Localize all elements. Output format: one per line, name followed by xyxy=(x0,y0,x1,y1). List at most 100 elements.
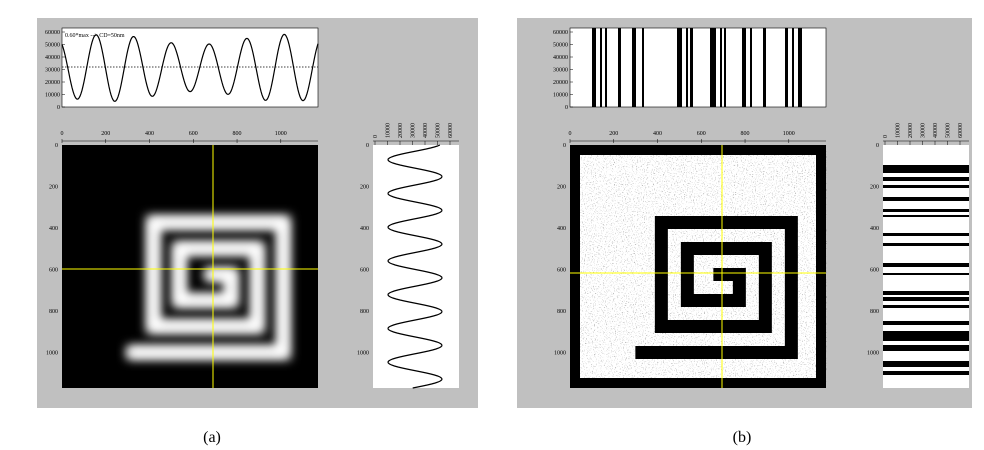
profile-bar xyxy=(686,28,688,107)
image-x-tick-label: 1000 xyxy=(275,131,287,137)
image-x-tick-label: 400 xyxy=(145,131,154,137)
profile-tick-label: 40000 xyxy=(553,55,568,61)
profile-bar xyxy=(792,28,794,107)
side-bar xyxy=(883,371,969,375)
side-bar xyxy=(883,165,969,173)
profile-bar xyxy=(720,28,722,107)
annotation: 0.60*max --> CD=50nm xyxy=(65,33,125,39)
image-y-tick-label: 400 xyxy=(557,226,566,232)
image-x-tick-label: 600 xyxy=(189,131,198,137)
side-tick-label: 50000 xyxy=(946,123,952,138)
image-y-tick-label: 800 xyxy=(557,309,566,315)
side-plot xyxy=(373,145,459,388)
side-tick-label: 60000 xyxy=(448,123,454,138)
profile-tick-label: 10000 xyxy=(553,93,568,99)
side-tick-label: 30000 xyxy=(411,123,417,138)
profile-tick-label: 10000 xyxy=(45,93,60,99)
profile-bar xyxy=(618,28,621,107)
side-bar xyxy=(883,177,969,181)
side-bar xyxy=(883,331,969,341)
profile-tick-label: 60000 xyxy=(553,30,568,36)
image-x-tick-label: 0 xyxy=(569,131,572,137)
side-y-tick-label: 600 xyxy=(870,268,879,274)
profile-bar xyxy=(677,28,682,107)
side-y-tick-label: 0 xyxy=(876,143,879,149)
image-y-tick-label: 0 xyxy=(563,143,566,149)
image-y-tick-label: 600 xyxy=(557,268,566,274)
profile-bar xyxy=(724,28,726,107)
side-tick-label: 0 xyxy=(883,135,889,138)
profile-tick-label: 0 xyxy=(57,105,60,111)
side-bar xyxy=(883,321,969,325)
image-y-tick-label: 1000 xyxy=(554,351,566,357)
profile-bar xyxy=(592,28,596,107)
image-y-tick-label: 400 xyxy=(49,226,58,232)
image-x-tick-label: 600 xyxy=(697,131,706,137)
image xyxy=(570,145,826,388)
image-y-tick-label: 200 xyxy=(557,185,566,191)
side-tick-label: 20000 xyxy=(908,123,914,138)
image-y-tick-label: 800 xyxy=(49,309,58,315)
profile-bar xyxy=(798,28,802,107)
side-bar xyxy=(883,297,969,301)
profile-tick-label: 20000 xyxy=(45,80,60,86)
side-bar xyxy=(883,197,969,201)
side-y-tick-label: 600 xyxy=(360,268,369,274)
spiral xyxy=(635,216,798,359)
profile-bar xyxy=(690,28,693,107)
profile-bar xyxy=(710,28,716,107)
profile-bar xyxy=(742,28,746,107)
profile-tick-label: 50000 xyxy=(553,43,568,49)
image-x-tick-label: 200 xyxy=(101,131,110,137)
profile-bar xyxy=(763,28,766,107)
profile-tick-label: 20000 xyxy=(553,80,568,86)
side-bar xyxy=(883,233,969,236)
side-y-tick-label: 200 xyxy=(870,185,879,191)
side-y-tick-label: 400 xyxy=(870,226,879,232)
image-x-tick-label: 0 xyxy=(61,131,64,137)
side-tick-label: 20000 xyxy=(398,123,404,138)
caption: (b) xyxy=(733,429,752,446)
side-tick-label: 0 xyxy=(373,135,379,138)
side-y-tick-label: 1000 xyxy=(357,351,369,357)
side-bar xyxy=(883,305,969,308)
profile-tick-label: 60000 xyxy=(45,30,60,36)
image-y-tick-label: 0 xyxy=(55,143,58,149)
side-tick-label: 10000 xyxy=(896,123,902,138)
profile-tick-label: 30000 xyxy=(553,68,568,74)
border xyxy=(570,145,826,388)
side-bar xyxy=(883,263,969,267)
profile-bar xyxy=(632,28,636,107)
image-y-tick-label: 200 xyxy=(49,185,58,191)
profile-bar xyxy=(785,28,788,107)
profile-plot xyxy=(569,27,827,108)
side-y-tick-label: 800 xyxy=(360,309,369,315)
image-x-tick-label: 400 xyxy=(653,131,662,137)
side-tick-label: 50000 xyxy=(436,123,442,138)
profile-bar xyxy=(750,28,752,107)
side-bar xyxy=(883,215,969,217)
caption: (a) xyxy=(203,429,221,446)
side-y-tick-label: 0 xyxy=(366,143,369,149)
side-bar xyxy=(883,185,969,188)
side-bar xyxy=(883,243,969,246)
image-x-tick-label: 200 xyxy=(609,131,618,137)
side-bar xyxy=(883,291,969,295)
profile-curve xyxy=(61,33,319,103)
side-y-tick-label: 200 xyxy=(360,185,369,191)
profile-bar xyxy=(642,28,644,107)
image-x-tick-label: 1000 xyxy=(783,131,795,137)
side-curve xyxy=(387,144,443,389)
side-tick-label: 40000 xyxy=(933,123,939,138)
profile-tick-label: 0 xyxy=(565,105,568,111)
side-bar xyxy=(883,345,969,351)
spiral xyxy=(127,219,287,356)
side-tick-label: 40000 xyxy=(423,123,429,138)
profile-tick-label: 40000 xyxy=(45,55,60,61)
side-y-tick-label: 400 xyxy=(360,226,369,232)
profile-tick-label: 30000 xyxy=(45,68,60,74)
image-y-tick-label: 600 xyxy=(49,268,58,274)
profile-tick-label: 50000 xyxy=(45,43,60,49)
side-tick-label: 10000 xyxy=(386,123,392,138)
